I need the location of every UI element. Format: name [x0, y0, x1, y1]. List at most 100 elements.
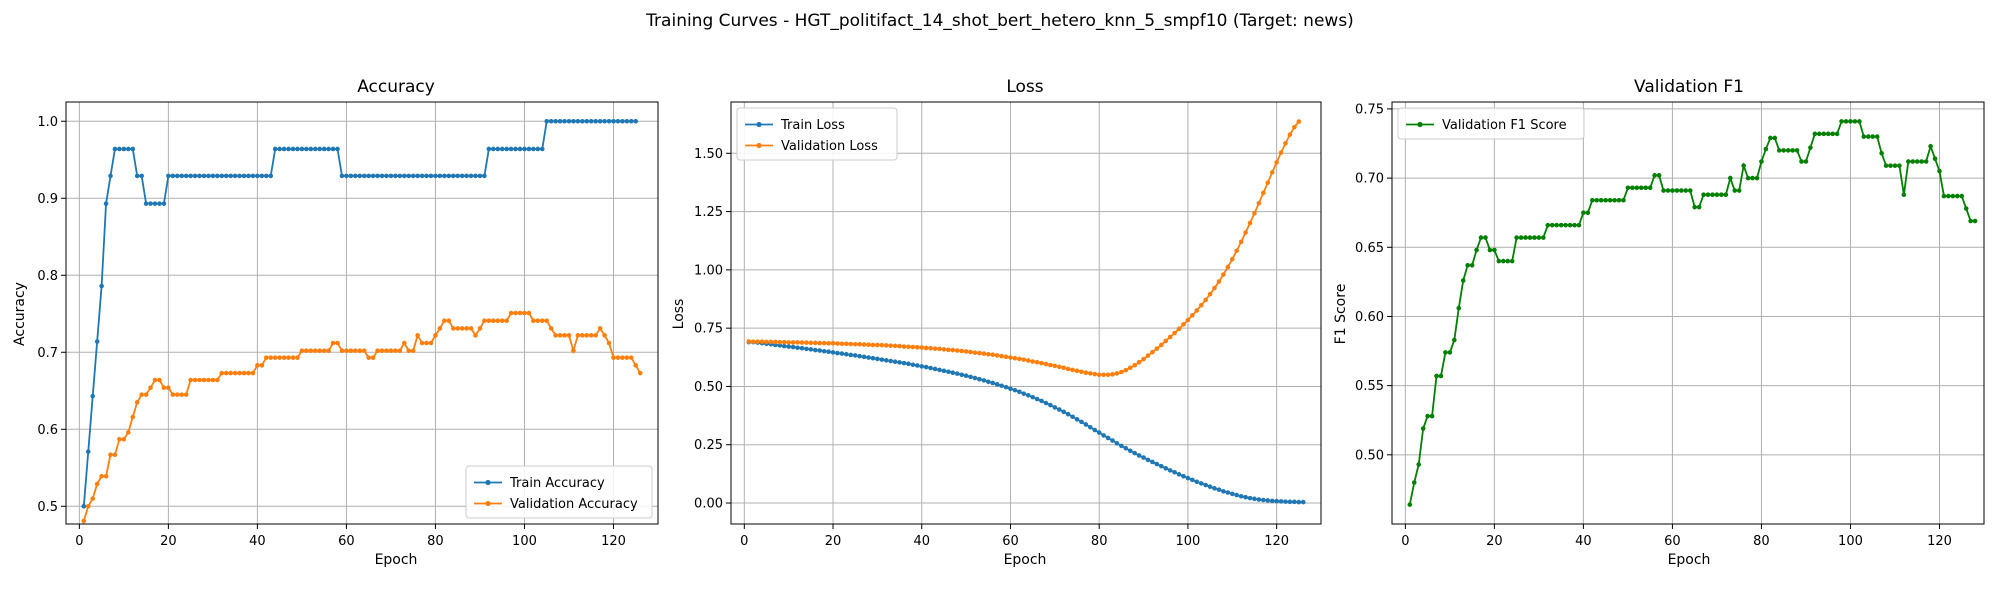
data-point [157, 201, 162, 206]
data-point [562, 118, 567, 124]
data-point [628, 355, 634, 360]
data-point [1817, 131, 1822, 137]
data-point [130, 146, 136, 152]
data-point [304, 146, 309, 152]
legend-swatch-marker [485, 479, 491, 486]
x-tick-label: 0 [1401, 534, 1409, 549]
data-point [272, 146, 278, 152]
data-point [624, 118, 630, 124]
data-point [148, 385, 153, 391]
data-point [317, 146, 323, 152]
data-point [1768, 135, 1773, 141]
data-point [335, 146, 340, 152]
data-point [946, 369, 951, 375]
figure-title: Training Curves - HGT_politifact_14_shot… [645, 11, 1354, 31]
data-point [166, 385, 171, 391]
data-point [361, 348, 367, 354]
axes-frame [1391, 101, 1985, 525]
data-point [321, 348, 327, 354]
data-point [1719, 192, 1724, 197]
data-point [1656, 173, 1662, 178]
data-point [764, 339, 769, 345]
data-point [428, 173, 434, 179]
x-tick-label: 20 [825, 534, 842, 549]
data-point [103, 201, 109, 206]
data-point [1621, 197, 1626, 203]
data-point [1696, 204, 1702, 210]
data-point [1607, 197, 1613, 203]
data-point [134, 173, 140, 179]
data-point [790, 340, 796, 345]
data-point [1727, 175, 1733, 181]
data-point [526, 310, 532, 316]
data-point [1292, 499, 1297, 505]
data-point [495, 318, 501, 324]
data-point [228, 173, 233, 179]
data-point [174, 392, 180, 397]
data-point [597, 118, 603, 124]
data-point [1647, 185, 1653, 191]
plot-area-f1: 0 20 40 60 80 100 120 0.50 0.55 0.60 0.65 0.70 0.75 [1355, 101, 1985, 549]
data-point [1870, 134, 1876, 139]
legend-label-validation-accuracy: Validation Accuracy [510, 497, 638, 512]
data-point [130, 414, 136, 420]
data-point [1487, 247, 1493, 253]
data-point [339, 348, 345, 354]
data-point [1812, 131, 1818, 137]
data-point [950, 347, 956, 353]
data-point [1181, 322, 1186, 327]
data-point [1492, 247, 1497, 253]
data-point [915, 344, 920, 350]
data-point [1110, 372, 1115, 377]
data-point [215, 173, 220, 179]
data-point [1972, 218, 1978, 224]
data-point [959, 372, 964, 378]
data-point [1563, 222, 1568, 228]
data-point [174, 173, 180, 179]
data-point [379, 173, 385, 179]
data-point [773, 339, 778, 345]
data-point [94, 339, 100, 344]
data-point [246, 370, 251, 376]
data-point [388, 348, 394, 354]
data-point [437, 173, 443, 179]
data-point [415, 173, 420, 179]
data-point [906, 361, 911, 367]
data-point [790, 344, 796, 350]
data-point [1083, 422, 1089, 427]
data-point [1425, 413, 1430, 419]
x-tick-label: 120 [1264, 534, 1289, 549]
data-point [468, 326, 474, 331]
data-point [1092, 427, 1098, 433]
data-point [1661, 188, 1666, 193]
data-point [1198, 481, 1204, 486]
data-point [1763, 146, 1769, 152]
data-point [339, 173, 345, 179]
data-point [1643, 185, 1649, 191]
data-point [388, 173, 394, 179]
data-point [1074, 417, 1080, 422]
data-point [999, 383, 1004, 389]
data-point [1194, 308, 1200, 313]
data-point [901, 360, 907, 366]
y-tick-label: 0.9 [37, 192, 58, 207]
data-point [1212, 285, 1217, 291]
data-point [1061, 409, 1067, 415]
legend-swatch-marker [485, 500, 491, 507]
data-point [486, 146, 492, 152]
data-point [81, 503, 87, 509]
data-point [584, 118, 590, 124]
data-point [246, 173, 251, 179]
data-point [910, 362, 916, 368]
data-point [264, 173, 269, 179]
data-point [406, 173, 412, 179]
data-point [1736, 188, 1742, 193]
data-point [1500, 258, 1506, 264]
data-point [1914, 159, 1920, 164]
data-point [179, 173, 185, 179]
data-point [804, 346, 809, 352]
data-point [223, 173, 229, 179]
data-point [1598, 197, 1604, 203]
data-point [1296, 119, 1302, 124]
data-point [384, 173, 389, 179]
